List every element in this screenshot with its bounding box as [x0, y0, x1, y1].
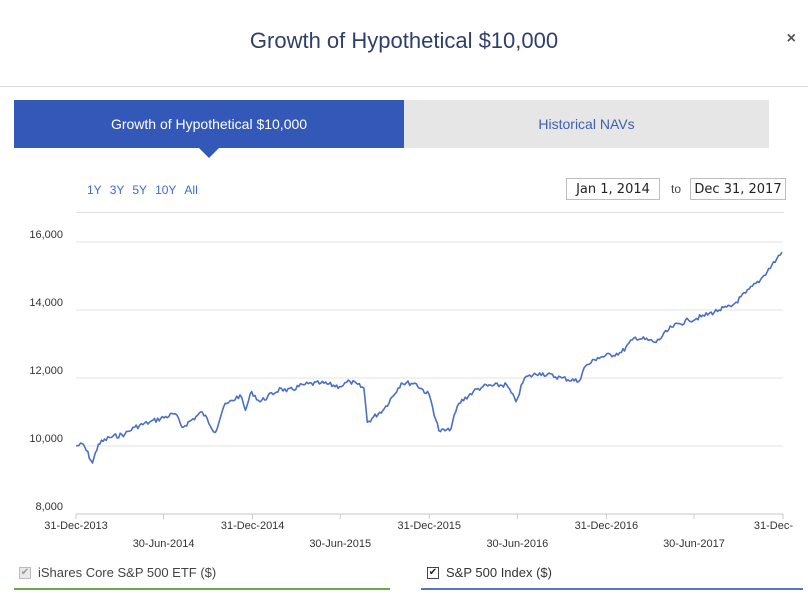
x-tick-label: 30-Jun-2014 [133, 538, 195, 550]
legend-underline-ishares [14, 588, 390, 590]
start-date-input[interactable]: Jan 1, 2014 [566, 178, 660, 200]
checkbox-ishares[interactable]: ✔ [19, 566, 31, 579]
legend-item-ishares[interactable]: ✔ iShares Core S&P 500 ETF ($) [19, 565, 216, 580]
close-icon[interactable]: × [786, 30, 796, 47]
legend-underline-sp500 [421, 588, 803, 590]
series-line-sp500 [75, 251, 783, 464]
range-10y[interactable]: 10Y [155, 183, 177, 197]
tab-growth-label: Growth of Hypothetical $10,000 [110, 116, 308, 132]
growth-chart: 8,000 10,000 12,000 14,000 16,000 31-Dec-2013… [29, 230, 793, 550]
tab-bar: Growth of Hypothetical $10,000 Historica… [14, 100, 769, 158]
range-5y[interactable]: 5Y [132, 183, 148, 197]
x-tick-label: 31-Dec-2016 [575, 520, 639, 532]
x-tick-label: 31-Dec-2013 [44, 520, 108, 532]
title-divider [0, 86, 808, 87]
tab-historical-navs-label: Historical NAVs [538, 116, 635, 132]
x-tick-label: 30-Jun-2017 [663, 538, 725, 550]
modal-title: Growth of Hypothetical $10,000 [249, 28, 559, 53]
legend-label-ishares: iShares Core S&P 500 ETF ($) [38, 565, 217, 580]
y-tick-label: 12,000 [29, 365, 63, 377]
legend-label-sp500: S&P 500 Index ($) [446, 565, 552, 580]
y-tick-label: 8,000 [35, 501, 63, 513]
y-tick-label: 16,000 [29, 230, 63, 241]
y-tick-label: 14,000 [29, 297, 63, 309]
range-divider [76, 212, 784, 213]
range-all[interactable]: All [184, 183, 198, 197]
x-tick-label: 30-Jun-2015 [309, 538, 371, 550]
x-tick-label: 30-Jun-2016 [486, 538, 548, 550]
date-to-label: to [671, 182, 682, 196]
range-selector: 1Y 3Y 5Y 10Y All [87, 183, 198, 197]
x-tick-label: 31-Dec-2015 [397, 520, 461, 532]
y-tick-label: 10,000 [29, 433, 63, 445]
checkbox-sp500[interactable]: ✔ [427, 566, 439, 579]
x-tick-label: 31-Dec-2014 [221, 520, 285, 532]
x-tick-label: 31-Dec- [754, 520, 793, 532]
range-1y[interactable]: 1Y [87, 183, 102, 197]
active-tab-caret [199, 148, 219, 158]
tab-growth[interactable]: Growth of Hypothetical $10,000 [14, 100, 404, 158]
legend-item-sp500[interactable]: ✔ S&P 500 Index ($) [427, 565, 552, 580]
tab-historical-navs[interactable]: Historical NAVs [404, 100, 769, 148]
range-3y[interactable]: 3Y [109, 183, 125, 197]
end-date-input[interactable]: Dec 31, 2017 [690, 178, 786, 200]
